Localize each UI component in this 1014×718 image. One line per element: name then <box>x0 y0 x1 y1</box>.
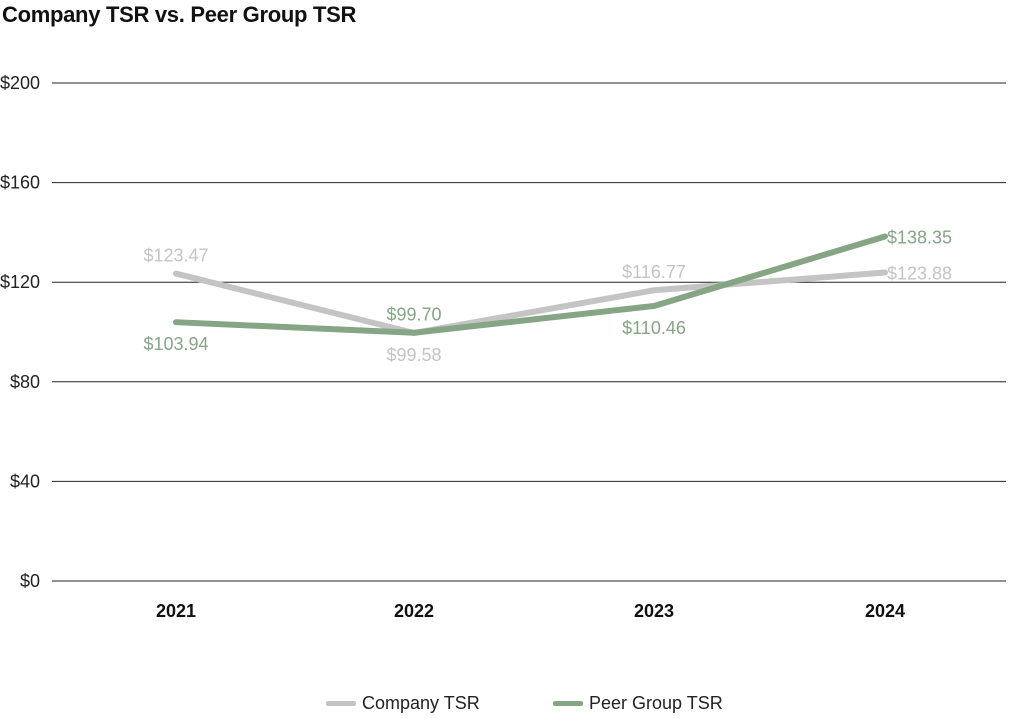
legend-swatch-peer-group-tsr <box>553 700 583 706</box>
x-tick-label: 2021 <box>156 601 196 621</box>
legend-label-peer-group-tsr: Peer Group TSR <box>589 692 723 713</box>
x-axis-tick-labels: 2021 2022 2023 2024 <box>156 601 905 621</box>
data-label-company-tsr: $99.58 <box>386 345 441 365</box>
chart-title: Company TSR vs. Peer Group TSR <box>2 2 357 27</box>
y-tick-label: $200 <box>0 73 40 93</box>
y-tick-label: $80 <box>10 372 40 392</box>
data-label-company-tsr: $123.88 <box>887 264 952 284</box>
data-label-peer-group-tsr: $99.70 <box>386 305 441 325</box>
data-label-company-tsr: $116.77 <box>622 262 686 282</box>
chart-legend: Company TSR Peer Group TSR <box>0 690 1014 718</box>
legend-item-peer-group-tsr: Peer Group TSR <box>553 690 723 716</box>
series-lines <box>173 233 888 337</box>
y-axis-tick-labels: $0 $40 $80 $120 $160 $200 <box>0 73 40 591</box>
data-label-peer-group-tsr: $138.35 <box>887 228 952 248</box>
gridlines <box>52 82 1006 582</box>
legend-swatch-company-tsr <box>326 700 356 706</box>
y-tick-label: $120 <box>0 272 40 292</box>
data-label-peer-group-tsr: $110.46 <box>622 318 686 338</box>
legend-label-company-tsr: Company TSR <box>362 692 480 713</box>
x-tick-label: 2022 <box>394 601 434 621</box>
data-label-peer-group-tsr: $103.94 <box>143 334 208 354</box>
series-line-company-tsr <box>173 269 888 337</box>
data-label-company-tsr: $123.47 <box>143 246 208 266</box>
data-labels: $123.47 $99.58 $116.77 $123.88 $103.94 $99.70… <box>143 228 952 366</box>
y-tick-label: $0 <box>20 571 40 591</box>
legend-item-company-tsr: Company TSR <box>326 690 480 716</box>
x-tick-label: 2024 <box>865 601 905 621</box>
x-tick-label: 2023 <box>634 601 674 621</box>
line-chart: $0 $40 $80 $120 $160 $200 2021 2022 2023 2024 $1… <box>0 73 1006 621</box>
series-line-peer-group-tsr <box>173 233 888 336</box>
y-tick-label: $40 <box>10 471 40 491</box>
y-tick-label: $160 <box>0 173 40 193</box>
